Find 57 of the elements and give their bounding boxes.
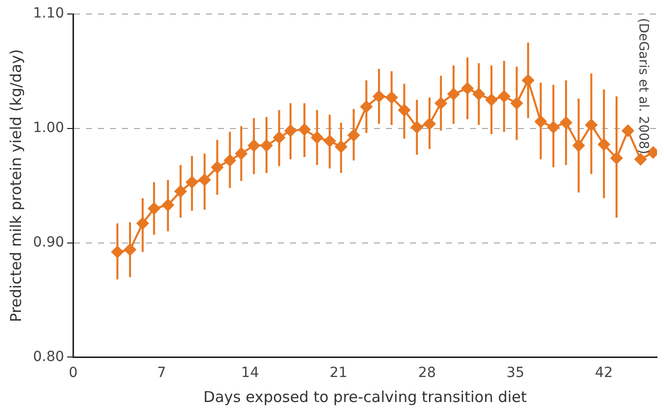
point: [324, 134, 336, 147]
point: [211, 161, 224, 174]
point: [634, 153, 647, 166]
point: [372, 90, 385, 102]
point: [598, 138, 610, 150]
y-tick-label: 0.80: [33, 348, 64, 365]
point: [235, 148, 248, 160]
point: [572, 140, 585, 152]
point: [485, 94, 498, 106]
point: [186, 176, 198, 188]
x-axis-title: Days exposed to pre-calving transition diet: [203, 388, 527, 406]
point: [498, 90, 510, 102]
point: [124, 244, 136, 256]
point: [472, 88, 485, 100]
point: [111, 246, 124, 258]
x-tick-label: 21: [330, 365, 348, 382]
point: [424, 118, 436, 130]
point: [434, 97, 447, 110]
point: [410, 121, 423, 134]
point: [136, 217, 149, 230]
y-tick-label: 1.10: [33, 6, 64, 22]
x-tick-label: 35: [506, 365, 524, 382]
point: [198, 174, 211, 186]
point: [148, 202, 160, 214]
point: [622, 124, 634, 137]
point: [348, 129, 360, 142]
point: [560, 116, 572, 129]
y-tick-label: 1.00: [33, 120, 64, 136]
point: [174, 185, 187, 198]
y-tick-label: 0.90: [33, 234, 64, 250]
x-tick-label: 0: [68, 365, 78, 382]
point: [534, 116, 547, 128]
annotation: (DeGaris et al. 2008): [636, 18, 651, 154]
point: [547, 121, 560, 134]
point: [224, 154, 236, 166]
point: [360, 100, 372, 113]
x-tick-label: 14: [241, 365, 260, 382]
x-tick-label: 28: [418, 365, 436, 382]
point: [510, 97, 523, 110]
point: [585, 118, 598, 131]
point: [162, 199, 174, 212]
point: [335, 140, 348, 153]
point: [386, 92, 398, 104]
point: [284, 124, 297, 137]
point: [248, 140, 260, 152]
point: [273, 132, 286, 144]
x-tick-label: 7: [157, 365, 166, 382]
point: [461, 82, 474, 94]
point: [448, 88, 460, 100]
y-axis-title: Predicted milk protein yield (kg/day): [6, 49, 25, 322]
x-tick-label: 42: [595, 365, 613, 382]
point: [610, 152, 623, 164]
point: [260, 140, 273, 152]
point: [311, 132, 324, 144]
point: [398, 104, 410, 116]
point: [298, 124, 310, 136]
point: [522, 74, 534, 86]
